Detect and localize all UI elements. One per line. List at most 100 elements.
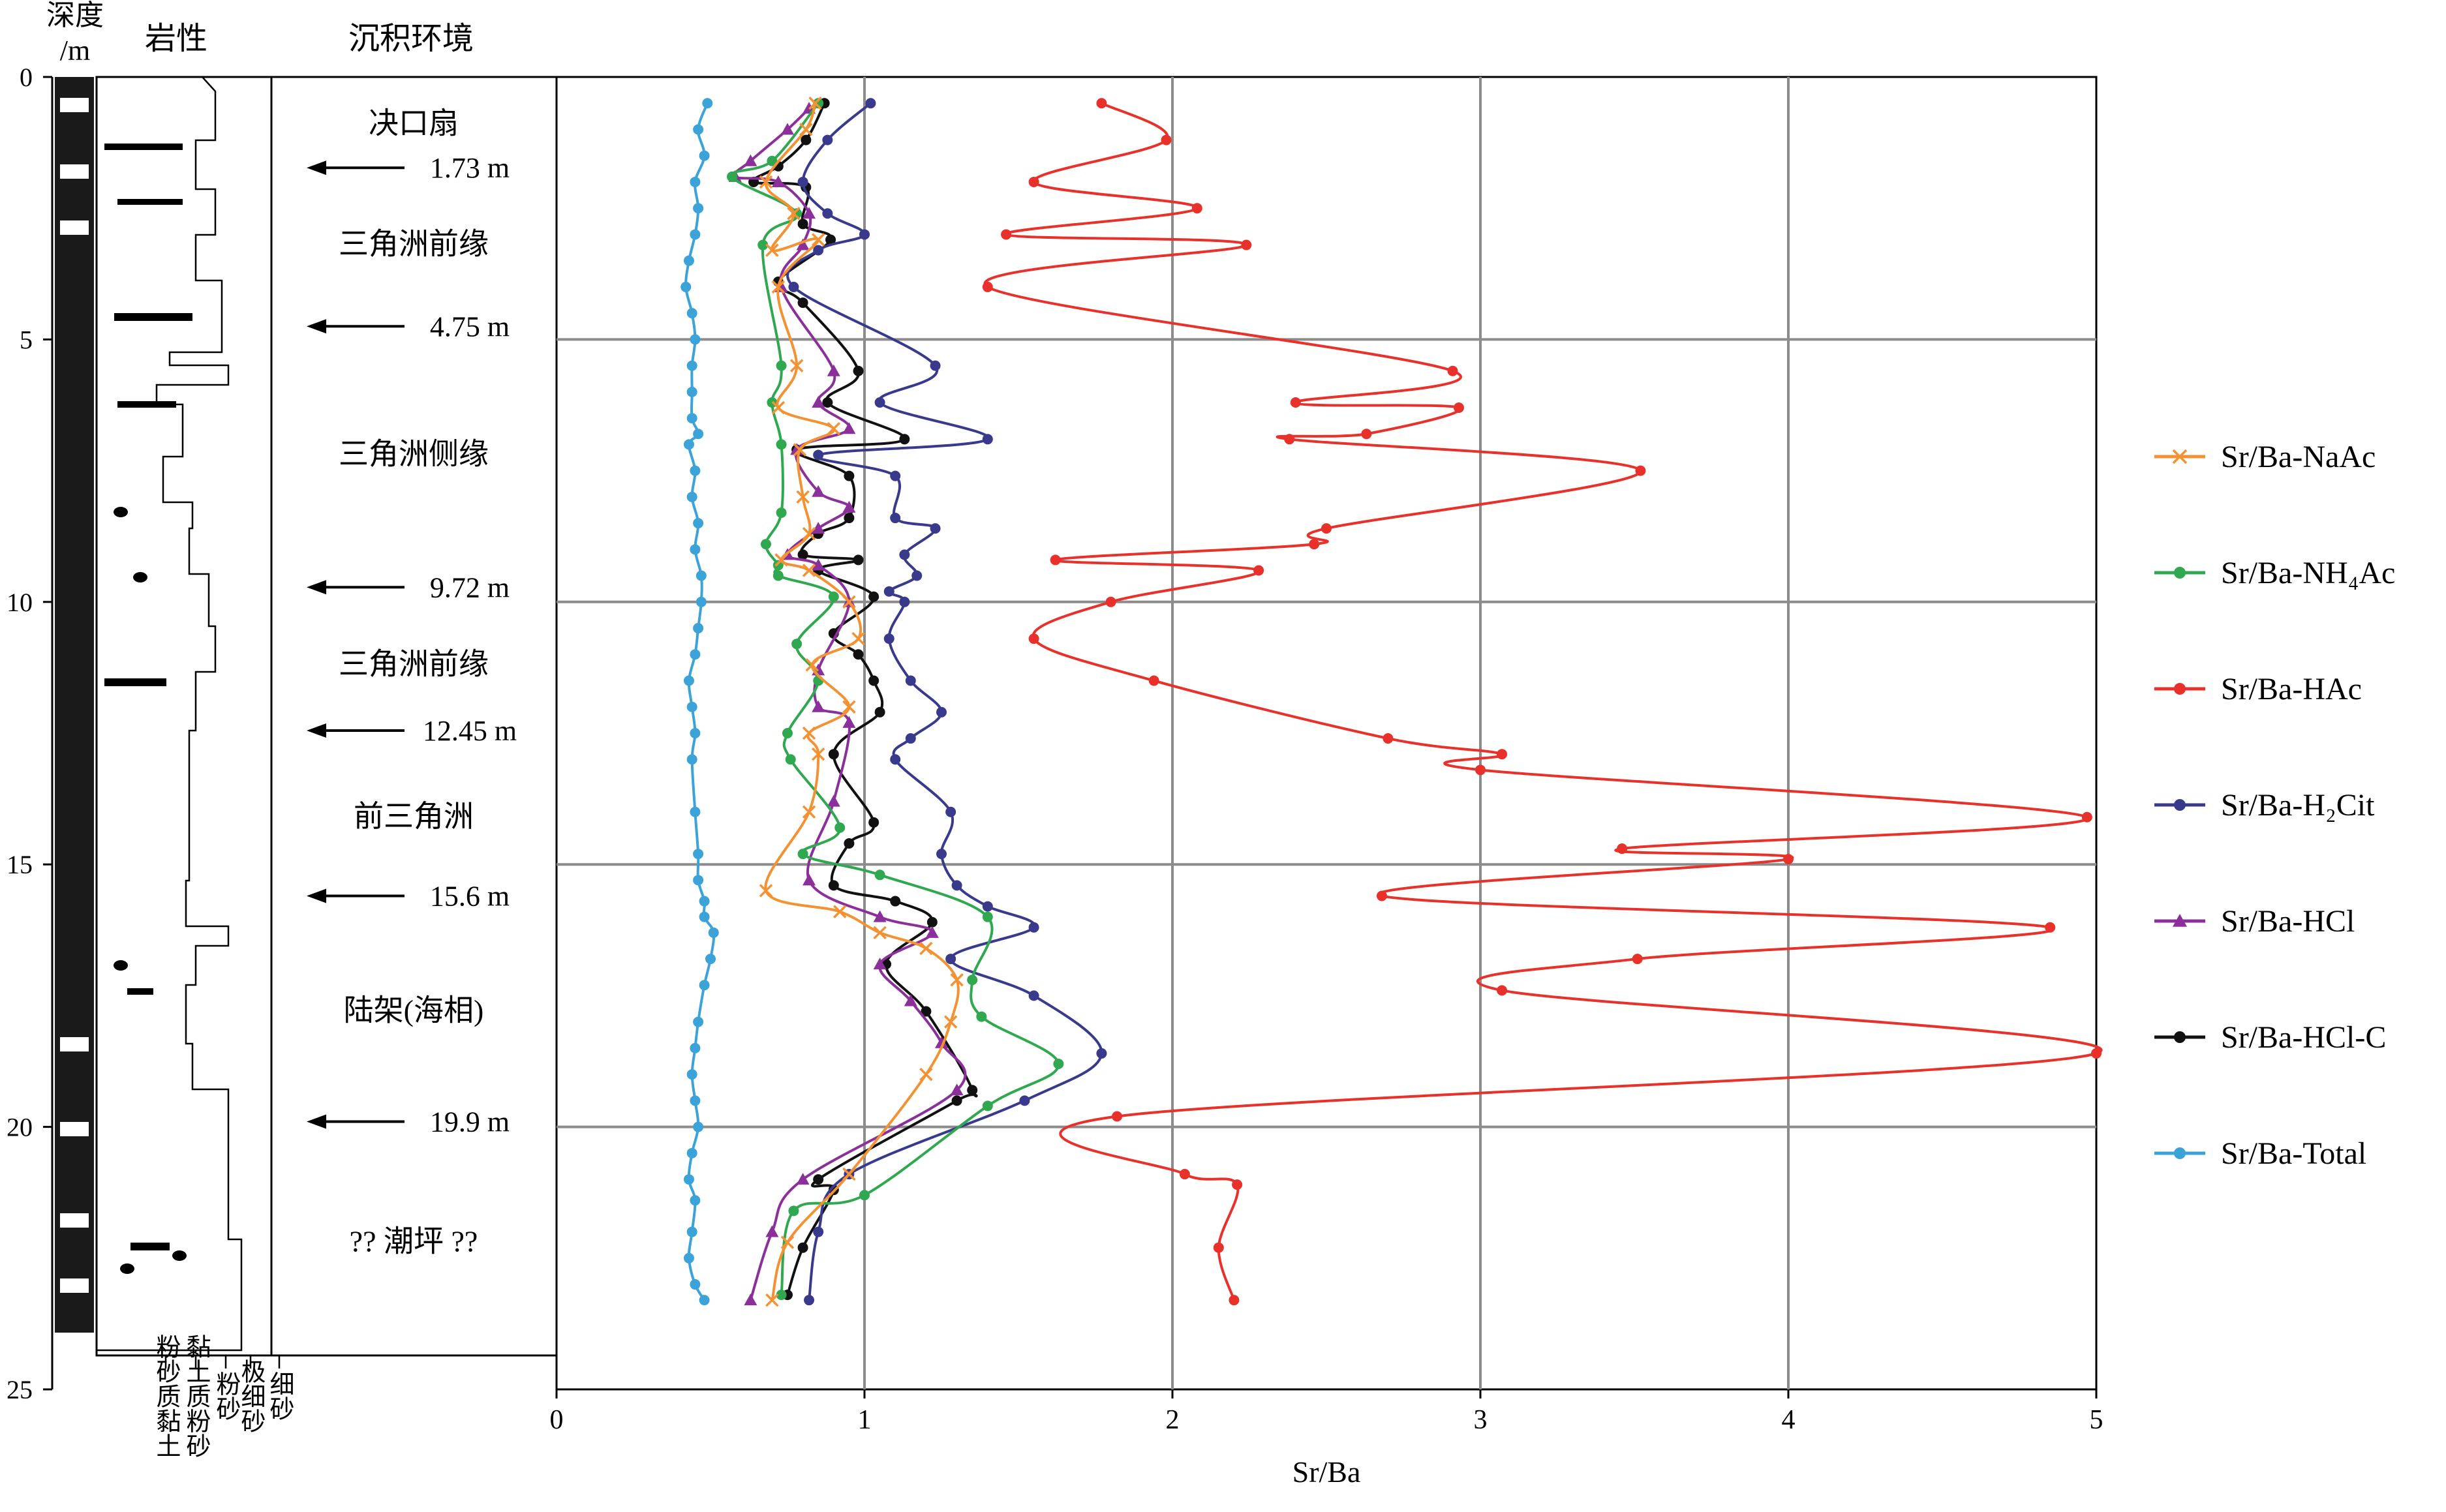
concretion-mark	[120, 1263, 134, 1274]
boundary-arrow-head	[307, 580, 326, 595]
depth-tick-label: 15	[7, 850, 33, 879]
legend-swatch-marker	[2174, 683, 2186, 695]
data-point	[793, 443, 807, 457]
data-point	[851, 631, 865, 646]
data-point	[693, 849, 704, 860]
data-point	[1229, 1295, 1240, 1306]
data-point	[827, 794, 840, 807]
data-point	[686, 386, 697, 397]
data-point	[2045, 922, 2056, 933]
depth-tick-label: 25	[7, 1375, 33, 1404]
data-point	[744, 1293, 757, 1306]
data-point	[890, 513, 901, 524]
data-point	[772, 570, 784, 581]
data-point	[936, 706, 947, 718]
data-point	[873, 910, 887, 922]
marker-stroke	[802, 564, 816, 577]
data-point	[982, 901, 993, 912]
data-point	[693, 518, 704, 529]
data-point	[936, 849, 947, 860]
core-band	[60, 98, 89, 112]
data-point	[699, 911, 710, 922]
data-point	[812, 700, 825, 712]
marker-stroke	[811, 233, 825, 247]
data-point	[690, 1095, 701, 1106]
data-point	[776, 507, 787, 518]
data-point	[802, 564, 816, 577]
data-point	[976, 1011, 987, 1022]
environment-label: 决口扇	[369, 106, 459, 140]
data-point	[1028, 990, 1039, 1001]
data-point	[805, 658, 819, 672]
depth-tick-label: 0	[20, 63, 33, 92]
legend-swatch-marker	[2174, 1147, 2186, 1159]
data-point	[1148, 675, 1159, 686]
data-point	[842, 595, 856, 609]
data-point	[690, 465, 701, 476]
data-point	[822, 397, 833, 408]
data-point	[780, 1235, 795, 1249]
data-point	[789, 359, 804, 372]
data-point	[796, 238, 810, 250]
data-point	[926, 916, 938, 928]
data-point	[822, 134, 833, 145]
lithology-mark	[104, 678, 166, 686]
boundary-depth-label: 1.73 m	[430, 152, 510, 184]
data-point	[1321, 523, 1332, 534]
data-point	[1179, 1169, 1190, 1180]
data-point	[771, 175, 785, 187]
data-point	[699, 1295, 710, 1306]
data-point	[765, 243, 779, 257]
data-point	[1497, 749, 1508, 760]
marker-stroke	[2172, 449, 2188, 464]
data-point	[788, 281, 799, 292]
legend-label: Sr/Ba-HCl	[2221, 904, 2355, 939]
data-point	[873, 926, 887, 940]
series-sr-ba-hac	[982, 98, 2103, 1306]
marker-stroke	[802, 526, 816, 541]
legend-label: Sr/Ba-NaAc	[2221, 440, 2376, 474]
data-point	[950, 973, 964, 987]
x-tick-label: 5	[2090, 1405, 2103, 1435]
data-point	[797, 1242, 808, 1253]
data-point	[683, 1174, 694, 1185]
data-point	[833, 905, 847, 918]
environment-label: 三角洲侧缘	[339, 437, 489, 470]
marker-stroke	[796, 490, 810, 504]
core-band	[60, 1278, 89, 1293]
data-point	[776, 439, 787, 450]
legend-swatch-marker	[2174, 799, 2186, 811]
data-point	[1632, 954, 1643, 965]
data-point	[1497, 985, 1508, 996]
data-point	[1453, 402, 1464, 414]
data-point	[788, 1205, 799, 1217]
concretion-mark	[114, 960, 128, 971]
marker-stroke	[774, 553, 788, 567]
depth-header: 深度	[46, 0, 104, 31]
data-point	[813, 449, 824, 461]
data-point	[683, 675, 694, 686]
depth-header-unit: /m	[60, 35, 90, 67]
data-point	[1096, 1048, 1107, 1059]
marker-stroke	[811, 747, 825, 761]
data-point	[812, 485, 825, 497]
data-point	[802, 526, 816, 541]
x-axis-label: Sr/Ba	[1292, 1455, 1361, 1489]
data-point	[874, 869, 885, 881]
lithology-header: 岩性	[145, 22, 207, 56]
core-band	[60, 1122, 89, 1136]
data-point	[782, 728, 793, 738]
data-point	[905, 675, 916, 686]
core-band	[60, 1213, 89, 1228]
data-point	[690, 1042, 701, 1053]
data-point	[803, 207, 816, 219]
data-point	[1050, 554, 1061, 566]
x-axis: 0 1 2 3 4 5	[550, 1389, 2103, 1435]
legend-swatch-marker	[2174, 1031, 2186, 1043]
data-point	[757, 239, 769, 250]
data-point	[812, 522, 825, 534]
data-point	[1191, 203, 1202, 214]
data-point	[1019, 1095, 1030, 1106]
data-point	[842, 716, 856, 728]
